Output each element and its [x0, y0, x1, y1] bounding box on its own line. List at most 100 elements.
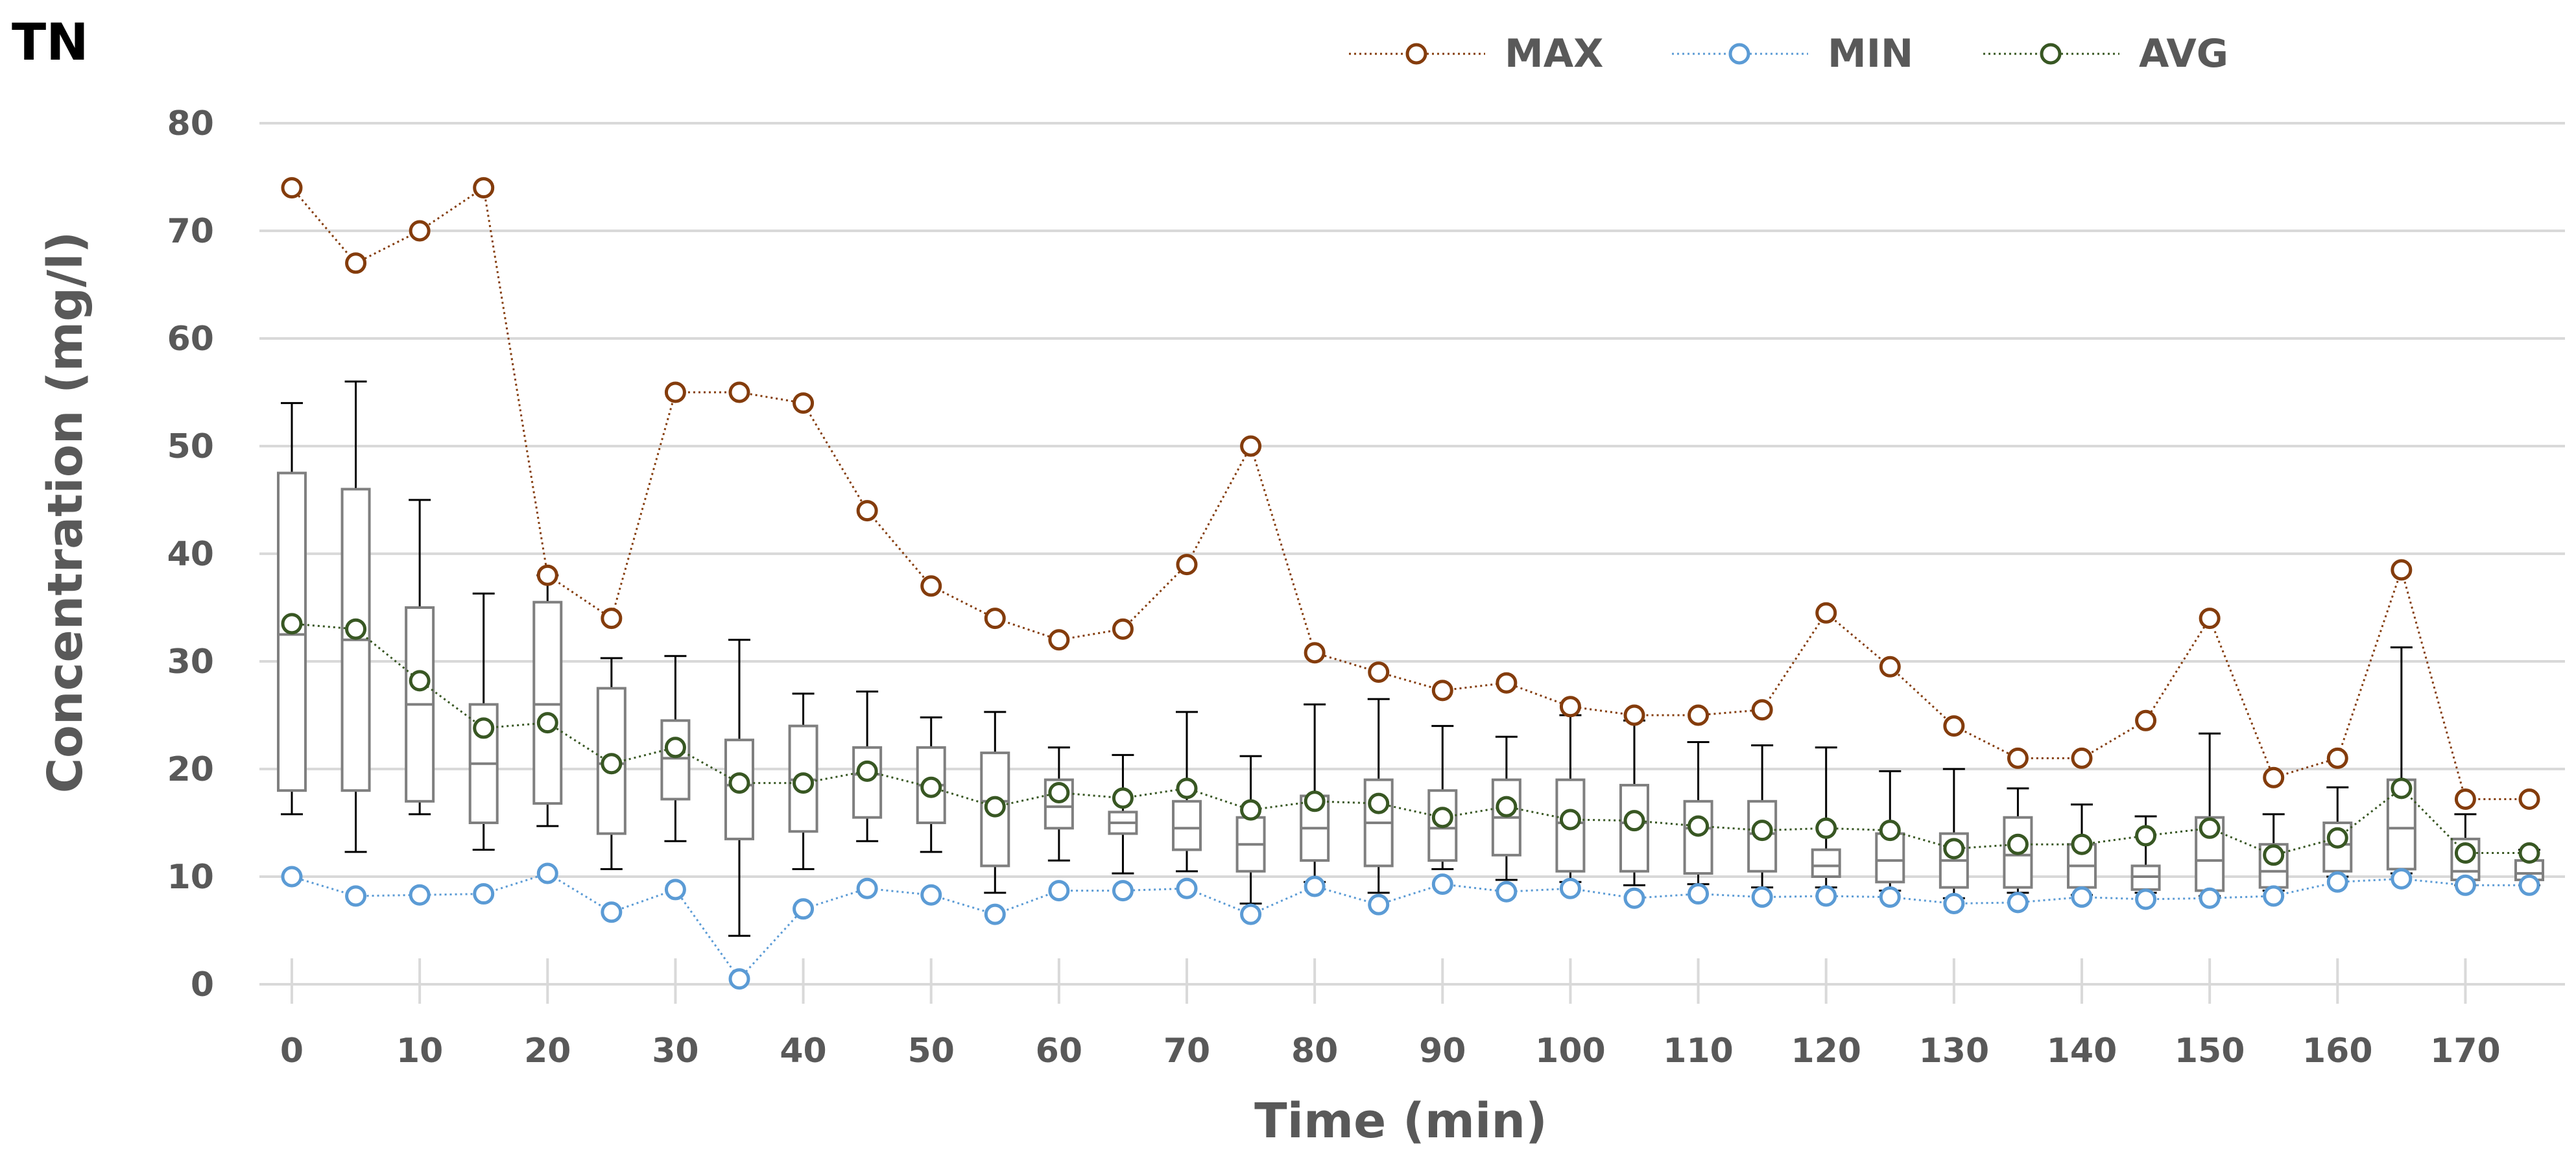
boxplot-65	[1108, 753, 1138, 875]
point-min-40	[793, 898, 815, 920]
point-min-85	[1368, 894, 1390, 916]
boxplot-60	[1044, 746, 1074, 862]
point-min-25	[601, 901, 623, 923]
legend-item-min: MIN	[1672, 31, 1913, 77]
series-line-min	[291, 872, 2529, 981]
point-min-90	[1431, 873, 1453, 895]
point-min-130	[1943, 893, 1965, 914]
x-tick-label-160: 160	[2302, 1032, 2373, 1071]
x-tick-label-30: 30	[652, 1032, 698, 1071]
point-avg-75	[1240, 799, 1262, 821]
point-min-165	[2391, 868, 2413, 890]
point-min-15	[473, 883, 495, 905]
point-max-30	[664, 381, 686, 403]
y-tick-label-10: 10	[167, 858, 214, 897]
point-max-10	[409, 220, 431, 242]
point-max-60	[1048, 629, 1070, 651]
boxplot-165	[2386, 646, 2416, 875]
boxplot-150	[2195, 732, 2225, 897]
point-min-145	[2135, 888, 2157, 910]
x-tick-label-20: 20	[524, 1032, 571, 1071]
point-min-45	[856, 877, 878, 899]
legend-label-min: MIN	[1828, 31, 1913, 77]
point-min-80	[1304, 875, 1326, 897]
point-min-150	[2199, 887, 2221, 909]
x-tick-label-100: 100	[1535, 1032, 1606, 1071]
point-min-140	[2071, 886, 2093, 908]
boxplot-115	[1747, 744, 1778, 889]
point-avg-45	[856, 760, 878, 782]
point-avg-90	[1431, 807, 1453, 829]
point-max-25	[601, 608, 623, 630]
point-avg-145	[2135, 825, 2157, 847]
point-min-5	[345, 885, 367, 907]
point-min-110	[1688, 883, 1710, 905]
point-max-45	[856, 500, 878, 522]
point-avg-50	[920, 776, 942, 798]
x-tick-label-120: 120	[1791, 1032, 1861, 1071]
point-min-35	[728, 968, 750, 990]
point-min-55	[984, 903, 1006, 925]
point-max-35	[728, 381, 750, 403]
point-max-165	[2391, 559, 2413, 581]
point-avg-175	[2518, 842, 2540, 864]
x-tick-label-130: 130	[1919, 1032, 1990, 1071]
boxplot-145	[2130, 815, 2161, 894]
point-max-130	[1943, 715, 1965, 737]
point-avg-15	[473, 717, 495, 739]
point-min-95	[1496, 881, 1518, 903]
point-avg-5	[345, 618, 367, 640]
point-avg-160	[2326, 827, 2348, 849]
point-max-145	[2135, 709, 2157, 731]
x-tick-label-90: 90	[1419, 1032, 1466, 1071]
point-min-155	[2263, 885, 2285, 907]
point-avg-120	[1815, 817, 1837, 839]
box-120	[1811, 848, 1841, 878]
legend-marker-min	[1728, 43, 1750, 65]
point-avg-110	[1688, 815, 1710, 837]
point-max-75	[1240, 435, 1262, 457]
point-avg-40	[793, 772, 815, 794]
point-max-140	[2071, 747, 2093, 769]
point-min-125	[1879, 886, 1901, 908]
boxplot-100	[1555, 714, 1586, 883]
point-max-40	[793, 392, 815, 414]
x-tick-label-140: 140	[2047, 1032, 2117, 1071]
point-max-65	[1112, 618, 1134, 640]
point-max-120	[1815, 602, 1837, 624]
boxplot-0	[277, 402, 307, 816]
series-avg	[281, 613, 2540, 866]
x-tick-label-170: 170	[2430, 1032, 2501, 1071]
boxplot-105	[1619, 719, 1649, 886]
y-tick-label-40: 40	[167, 535, 214, 574]
point-avg-115	[1751, 820, 1773, 842]
legend-label-max: MAX	[1505, 31, 1603, 77]
x-tick-label-40: 40	[780, 1032, 826, 1071]
point-max-105	[1623, 704, 1645, 726]
point-avg-165	[2391, 777, 2413, 799]
x-tick-label-10: 10	[396, 1032, 443, 1071]
point-avg-95	[1496, 796, 1518, 818]
series-line-avg	[291, 622, 2529, 857]
point-max-70	[1176, 554, 1198, 576]
point-max-160	[2326, 747, 2348, 769]
point-max-55	[984, 608, 1006, 630]
point-min-0	[281, 866, 303, 888]
point-avg-60	[1048, 782, 1070, 804]
y-tick-label-70: 70	[167, 212, 214, 251]
y-tick-label-80: 80	[167, 104, 214, 143]
point-avg-80	[1304, 790, 1326, 812]
point-avg-135	[2007, 833, 2029, 855]
point-avg-35	[728, 772, 750, 794]
point-avg-150	[2199, 817, 2221, 839]
point-avg-155	[2263, 844, 2285, 866]
point-min-65	[1112, 880, 1134, 902]
x-axis-title: Time (min)	[1254, 1093, 1547, 1149]
point-max-110	[1688, 704, 1710, 726]
boxplot-20	[532, 574, 563, 827]
box-20	[532, 600, 563, 805]
chart-title: TN	[12, 14, 89, 72]
x-tick-label-50: 50	[908, 1032, 955, 1071]
point-avg-0	[281, 613, 303, 635]
